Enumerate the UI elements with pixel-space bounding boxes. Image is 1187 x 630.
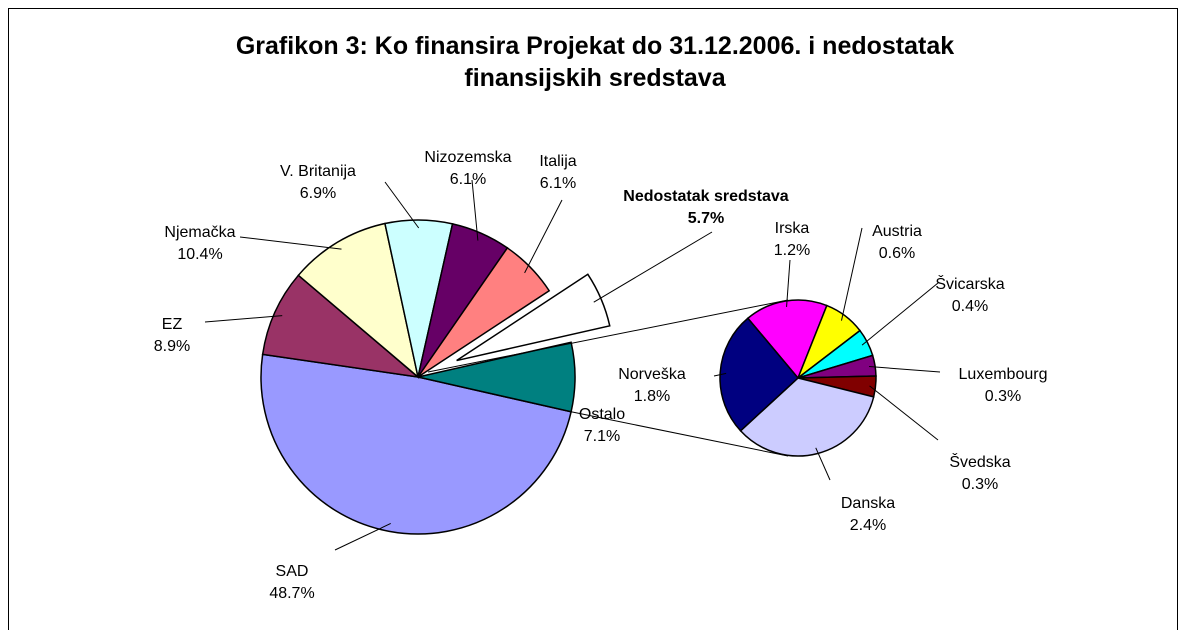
pie-slice bbox=[456, 273, 611, 362]
leader-line bbox=[334, 523, 391, 551]
pie-slice bbox=[260, 353, 572, 535]
slice-label: Nedostatak sredstava bbox=[623, 188, 789, 205]
slice-value: 0.3% bbox=[962, 476, 998, 493]
pie-slice bbox=[417, 246, 551, 378]
slice-value: 8.9% bbox=[154, 338, 190, 355]
slice-value: 0.6% bbox=[879, 245, 915, 262]
pie-slice bbox=[719, 317, 800, 432]
slice-value: 10.4% bbox=[177, 246, 222, 263]
slice-label: Italija bbox=[539, 153, 576, 170]
slice-label: Švicarska bbox=[935, 274, 1004, 293]
leader-line bbox=[204, 315, 283, 323]
slice-value: 1.2% bbox=[774, 242, 810, 259]
pie-slice bbox=[261, 274, 421, 379]
leader-line bbox=[869, 385, 939, 441]
slice-label: Luxembourg bbox=[959, 366, 1048, 383]
slice-label: EZ bbox=[162, 316, 183, 333]
slice-label: Njemačka bbox=[164, 224, 235, 241]
slice-value: 1.8% bbox=[634, 388, 670, 405]
leader-line bbox=[869, 366, 941, 373]
slice-label: Irska bbox=[775, 220, 810, 237]
slice-value: 6.9% bbox=[300, 185, 336, 202]
slice-value: 5.7% bbox=[688, 210, 724, 227]
pie-slice bbox=[297, 222, 420, 380]
leader-line bbox=[593, 231, 713, 303]
slice-label: SAD bbox=[276, 563, 309, 580]
slice-value: 0.3% bbox=[985, 388, 1021, 405]
leader-line bbox=[524, 199, 563, 274]
slice-value: 0.4% bbox=[952, 298, 988, 315]
leader-line bbox=[713, 372, 727, 377]
leader-line bbox=[861, 282, 939, 346]
slice-label: Danska bbox=[841, 495, 895, 512]
leader-line bbox=[786, 259, 791, 307]
leader-line bbox=[471, 179, 479, 241]
leader-line bbox=[384, 181, 420, 229]
slice-value: 6.1% bbox=[450, 171, 486, 188]
slice-value: 2.4% bbox=[850, 517, 886, 534]
slice-value: 6.1% bbox=[540, 175, 576, 192]
slice-label: V. Britanija bbox=[280, 163, 356, 180]
chart-frame bbox=[8, 8, 1178, 630]
connector-line bbox=[570, 411, 789, 457]
leader-line bbox=[815, 447, 831, 481]
slice-value: 48.7% bbox=[269, 585, 314, 602]
pie-slice bbox=[746, 299, 828, 380]
slice-label: Nizozemska bbox=[424, 149, 511, 166]
chart-title: Grafikon 3: Ko finansira Projekat do 31.… bbox=[235, 32, 955, 92]
slice-label: Švedska bbox=[949, 452, 1010, 471]
slice-value: 7.1% bbox=[584, 428, 620, 445]
slice-label: Norveška bbox=[618, 366, 686, 383]
leader-line bbox=[239, 236, 342, 250]
pie-slice bbox=[739, 377, 875, 457]
leader-line bbox=[840, 227, 863, 321]
connector-line bbox=[427, 299, 789, 373]
slice-label: Ostalo bbox=[579, 406, 625, 423]
slice-label: Austria bbox=[872, 223, 922, 240]
